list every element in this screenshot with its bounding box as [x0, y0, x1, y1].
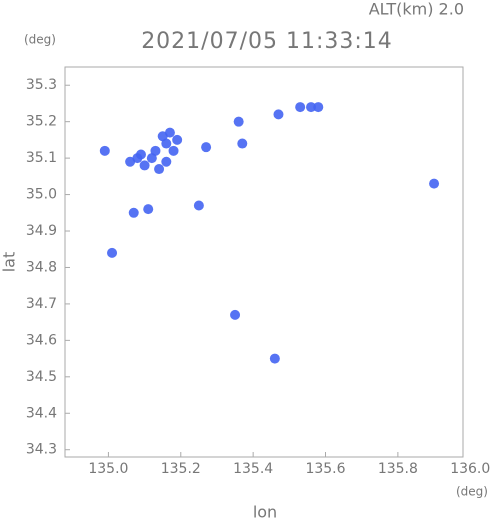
echo-point — [135, 149, 146, 160]
echo-point — [295, 102, 306, 113]
echo-point — [128, 207, 139, 218]
y-tick-label: 34.6 — [26, 332, 57, 348]
y-tick-label: 34.8 — [26, 259, 57, 275]
x-tick-label: 135.2 — [161, 461, 201, 477]
plot-frame — [64, 66, 464, 458]
x-axis-label: lon — [253, 503, 277, 521]
y-tick-label: 34.4 — [26, 405, 57, 421]
y-tick-label: 34.5 — [26, 369, 57, 385]
y-tick-label: 34.3 — [26, 442, 57, 458]
echo-point — [306, 102, 317, 113]
echo-point — [201, 142, 212, 153]
echo-point — [313, 102, 324, 113]
echo-point — [172, 134, 183, 145]
x-tick-label: 135.4 — [233, 461, 273, 477]
echo-point — [273, 109, 284, 120]
echo-point — [161, 138, 172, 149]
y-unit: (deg) — [24, 33, 56, 47]
echo-point — [150, 145, 161, 156]
y-axis-label: lat — [0, 252, 19, 273]
y-tick-label: 35.0 — [26, 187, 57, 203]
y-tick-label: 35.3 — [26, 77, 57, 93]
altitude-label: ALT(km) 2.0 — [369, 0, 464, 19]
x-tick-label: 135.0 — [88, 461, 128, 477]
echo-point — [429, 178, 440, 189]
chart-title: 2021/07/05 11:33:14 — [141, 29, 393, 54]
echo-point — [99, 145, 110, 156]
y-tick-label: 34.7 — [26, 296, 57, 312]
echo-point — [230, 309, 241, 320]
echo-point — [107, 247, 118, 258]
echo-point — [193, 200, 204, 211]
echo-point — [139, 160, 150, 171]
echo-point — [164, 127, 175, 138]
echo-point — [143, 204, 154, 215]
x-tick-label: 135.8 — [378, 461, 418, 477]
x-tick-label: 135.6 — [305, 461, 345, 477]
echo-point — [269, 353, 280, 364]
x-unit: (deg) — [456, 485, 488, 499]
echo-point — [237, 138, 248, 149]
echo-point — [161, 156, 172, 167]
x-tick-label: 136.0 — [450, 461, 490, 477]
echo-point — [168, 145, 179, 156]
echo-point — [233, 116, 244, 127]
y-tick-label: 35.1 — [26, 150, 57, 166]
y-tick-label: 35.2 — [26, 114, 57, 130]
y-tick-label: 34.9 — [26, 223, 57, 239]
echo-point — [154, 164, 165, 175]
